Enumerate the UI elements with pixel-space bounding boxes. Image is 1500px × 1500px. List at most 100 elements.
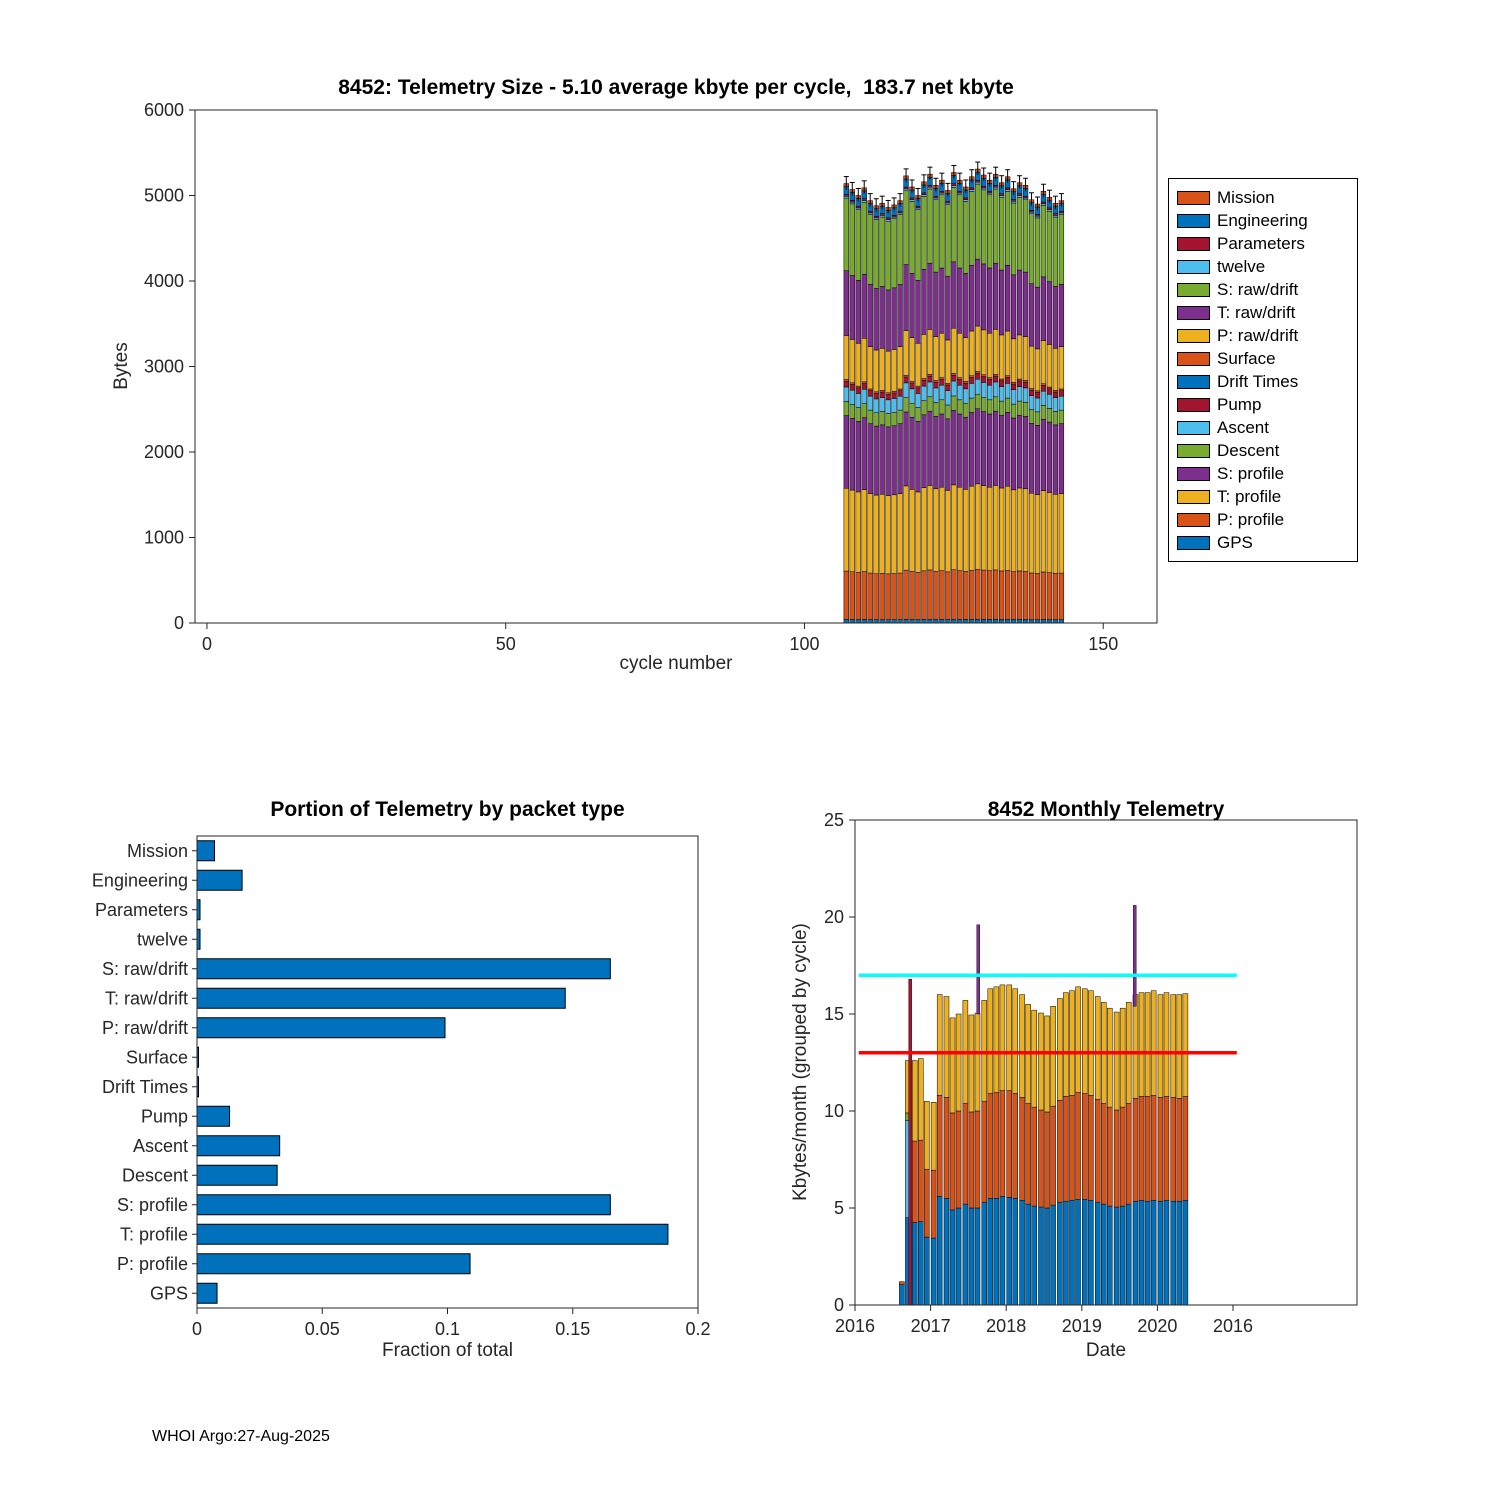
category-label: P: raw/drift bbox=[102, 1018, 188, 1038]
stack-segment bbox=[885, 399, 891, 414]
category-label: Ascent bbox=[133, 1136, 188, 1156]
month-segment bbox=[1113, 1109, 1120, 1208]
month-segment bbox=[1082, 1093, 1088, 1200]
stack-segment bbox=[987, 379, 993, 386]
stack-segment bbox=[1052, 391, 1059, 398]
legend-item: twelve bbox=[1177, 255, 1353, 278]
month-segment bbox=[955, 1207, 962, 1306]
stack-segment bbox=[867, 423, 873, 494]
stack-segment bbox=[1058, 210, 1065, 214]
stack-segment bbox=[1034, 411, 1041, 426]
stack-segment bbox=[981, 185, 987, 189]
stack-segment bbox=[855, 205, 861, 209]
stack-segment bbox=[861, 338, 867, 383]
stack-segment bbox=[998, 386, 1005, 402]
month-segment bbox=[993, 1092, 1000, 1199]
month-segment bbox=[1132, 994, 1139, 1099]
stack-segment bbox=[939, 413, 945, 488]
stack-segment bbox=[1034, 392, 1041, 399]
stack-segment bbox=[897, 395, 903, 411]
month-segment bbox=[1176, 994, 1183, 1099]
stack-segment bbox=[1028, 423, 1035, 494]
legend-item: Engineering bbox=[1177, 209, 1353, 232]
stack-segment bbox=[939, 570, 945, 620]
month-segment bbox=[1119, 1205, 1126, 1306]
month-segment bbox=[930, 1237, 937, 1306]
stack-segment bbox=[993, 569, 999, 620]
stack-segment bbox=[1004, 569, 1011, 620]
stack-segment bbox=[1058, 572, 1065, 620]
stack-segment bbox=[897, 423, 903, 494]
stack-segment bbox=[879, 348, 885, 391]
stack-segment bbox=[957, 399, 963, 415]
stack-segment bbox=[1046, 386, 1053, 390]
month-segment bbox=[1069, 1199, 1075, 1306]
stack-segment bbox=[1034, 348, 1041, 392]
stack-segment bbox=[873, 349, 879, 393]
month-segment bbox=[962, 1102, 969, 1205]
stack-segment bbox=[861, 571, 867, 620]
month-segment bbox=[1019, 1199, 1025, 1306]
month-segment bbox=[1150, 990, 1157, 1096]
stack-segment bbox=[1016, 487, 1023, 572]
stack-segment bbox=[1034, 397, 1041, 413]
tick-label: 4000 bbox=[144, 271, 184, 291]
category-label: T: raw/drift bbox=[105, 988, 188, 1008]
stack-segment bbox=[915, 343, 921, 387]
stack-segment bbox=[939, 332, 945, 378]
stack-segment bbox=[897, 572, 903, 620]
stack-segment bbox=[998, 193, 1005, 196]
stack-segment bbox=[993, 329, 999, 375]
legend-label: T: profile bbox=[1217, 486, 1282, 506]
stack-segment bbox=[957, 192, 963, 196]
stack-segment bbox=[891, 494, 897, 574]
stack-segment bbox=[1040, 619, 1047, 624]
stack-segment bbox=[891, 215, 897, 218]
month-segment bbox=[993, 986, 1000, 1093]
stack-segment bbox=[885, 573, 891, 620]
stack-segment bbox=[975, 393, 981, 410]
stack-segment bbox=[945, 204, 951, 277]
stack-segment bbox=[969, 375, 975, 378]
stack-segment bbox=[963, 382, 969, 390]
stack-segment bbox=[861, 417, 867, 490]
stack-segment bbox=[1004, 485, 1011, 571]
portion-chart-xlabel: Fraction of total bbox=[382, 1340, 513, 1361]
month-segment bbox=[1006, 1090, 1012, 1198]
stack-segment bbox=[1016, 197, 1023, 271]
month-segment bbox=[1057, 1201, 1063, 1306]
month-segment bbox=[1144, 1096, 1151, 1202]
stack-segment bbox=[975, 325, 981, 372]
stack-segment bbox=[873, 398, 879, 413]
stack-segment bbox=[975, 183, 981, 260]
stack-segment bbox=[1022, 570, 1029, 620]
stack-segment bbox=[1010, 201, 1017, 204]
legend-item: Ascent bbox=[1177, 416, 1353, 439]
stack-segment bbox=[873, 573, 879, 620]
tick-label: 2019 bbox=[1062, 1316, 1102, 1336]
month-segment bbox=[1012, 1093, 1019, 1199]
stack-segment bbox=[873, 215, 879, 219]
footer-text: WHOI Argo:27-Aug-2025 bbox=[152, 1428, 330, 1445]
stack-segment bbox=[1016, 193, 1023, 196]
legend-item: Mission bbox=[1177, 186, 1353, 209]
stack-segment bbox=[885, 220, 891, 291]
month-segment bbox=[1094, 1099, 1101, 1203]
stack-segment bbox=[993, 185, 999, 188]
stack-segment bbox=[867, 390, 873, 397]
stack-segment bbox=[927, 374, 933, 377]
fraction-bar bbox=[196, 1135, 281, 1157]
stack-segment bbox=[1040, 203, 1047, 206]
stack-segment bbox=[873, 619, 879, 624]
stack-segment bbox=[849, 201, 855, 205]
stack-segment bbox=[903, 382, 909, 398]
stack-segment bbox=[1016, 619, 1023, 624]
stack-segment bbox=[945, 619, 951, 624]
stack-segment bbox=[939, 486, 945, 571]
stack-segment bbox=[879, 411, 885, 426]
stack-segment bbox=[879, 216, 885, 287]
month-segment bbox=[924, 1168, 930, 1238]
stack-segment bbox=[969, 619, 975, 624]
stack-segment bbox=[933, 488, 939, 572]
stack-segment bbox=[903, 190, 909, 265]
